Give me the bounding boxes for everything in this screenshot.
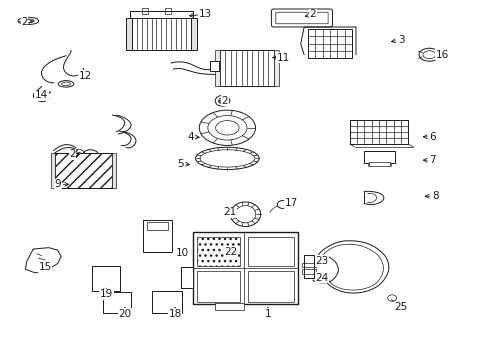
Text: 3: 3 [397,35,404,45]
Text: 7: 7 [428,155,435,165]
Bar [146,222,168,230]
Text: 6: 6 [428,132,435,142]
Bar [193,232,298,304]
Ellipse shape [207,116,246,140]
Ellipse shape [58,81,74,87]
Bar [349,120,407,144]
Ellipse shape [230,202,260,226]
Text: 17: 17 [284,198,297,208]
Bar [302,263,315,267]
Bar [55,153,112,188]
Ellipse shape [182,276,192,287]
Text: 19: 19 [100,289,113,300]
Ellipse shape [215,95,229,106]
Bar [142,220,172,252]
Ellipse shape [148,237,166,251]
Bar [307,29,351,58]
Text: 15: 15 [38,262,52,272]
Text: 18: 18 [168,309,182,319]
FancyBboxPatch shape [271,9,332,27]
Bar [215,50,220,86]
Ellipse shape [22,19,34,23]
Text: 2: 2 [21,17,28,27]
Bar [304,255,313,278]
Ellipse shape [100,278,112,287]
Bar [112,153,116,188]
Ellipse shape [82,150,98,160]
Text: 22: 22 [224,247,237,257]
Bar [368,162,389,166]
Text: 8: 8 [431,191,438,201]
Bar [248,271,294,302]
Text: 20: 20 [118,309,131,319]
Text: 10: 10 [175,248,188,258]
Bar [196,271,239,302]
Ellipse shape [152,240,163,248]
Bar [302,269,315,274]
Bar [126,18,132,50]
Bar [165,8,171,14]
Text: 21: 21 [223,207,236,217]
Ellipse shape [96,275,116,290]
Ellipse shape [199,110,255,145]
Ellipse shape [161,302,172,310]
Text: 16: 16 [435,50,448,60]
Bar [151,291,182,313]
Ellipse shape [195,147,259,170]
Bar [190,18,196,50]
Text: 2: 2 [69,149,76,159]
Bar [142,8,147,14]
Ellipse shape [418,48,439,61]
Ellipse shape [387,295,396,301]
Ellipse shape [157,299,176,313]
Text: 1: 1 [264,309,271,319]
Bar [92,266,120,291]
Bar [273,50,278,86]
Text: 9: 9 [54,179,61,189]
Text: 5: 5 [177,159,184,169]
Ellipse shape [218,98,226,104]
Text: 4: 4 [187,132,194,142]
Bar [102,292,131,313]
Bar [196,237,239,266]
Bar [51,153,55,188]
Bar [215,303,244,310]
FancyBboxPatch shape [275,12,327,24]
Ellipse shape [200,150,254,167]
Text: 14: 14 [35,90,48,100]
Text: 12: 12 [79,71,92,81]
Text: 25: 25 [393,302,407,312]
Text: 2: 2 [221,96,228,106]
Ellipse shape [107,300,125,314]
Bar [132,18,190,50]
Ellipse shape [215,121,239,135]
Ellipse shape [422,51,435,59]
Ellipse shape [235,206,255,223]
Text: 11: 11 [276,53,290,63]
Text: 23: 23 [314,256,328,266]
Text: 24: 24 [314,273,328,283]
Bar [220,50,273,86]
Ellipse shape [111,303,122,311]
Ellipse shape [277,201,287,208]
Ellipse shape [18,17,39,24]
Text: 2: 2 [309,9,316,19]
Bar [248,237,294,266]
Text: 13: 13 [198,9,212,19]
Bar [55,153,112,188]
Bar [364,151,394,163]
Bar [181,267,193,288]
Bar [210,61,219,71]
